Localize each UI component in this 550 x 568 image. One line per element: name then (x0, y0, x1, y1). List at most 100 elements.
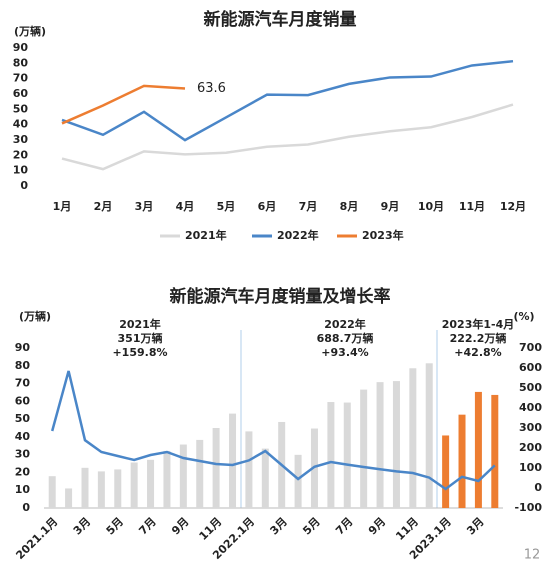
bar (212, 428, 220, 508)
legend-label: 2022年 (277, 228, 319, 242)
y-tick-label: 80 (15, 359, 31, 372)
bar (425, 363, 433, 508)
x-tick-label: 11月 (393, 515, 421, 543)
bar (163, 450, 171, 508)
data-label: 63.6 (197, 81, 226, 96)
y-tick-label: 70 (13, 72, 29, 85)
annotation: 2023年1-4月 (442, 317, 515, 331)
chart-title: 新能源汽车月度销量及增长率 (170, 286, 391, 307)
y-tick-label: 80 (13, 56, 29, 69)
x-tick-label: 11月 (459, 200, 485, 213)
y2-tick-label: 200 (519, 441, 542, 454)
bar (229, 413, 237, 508)
y-tick-label: 10 (15, 483, 31, 496)
y-tick-label: 60 (15, 394, 31, 407)
x-tick-label: 5月 (300, 515, 322, 537)
y2-tick-label: 0 (534, 481, 542, 494)
bar (294, 454, 302, 508)
bar (376, 382, 384, 508)
x-tick-label: 9月 (366, 515, 388, 537)
y-axis-label: (万辆) (19, 309, 51, 323)
x-tick-label: 11月 (197, 515, 225, 543)
x-tick-label: 3月 (71, 515, 93, 537)
x-tick-label: 7月 (299, 200, 318, 213)
bar (409, 368, 417, 508)
bar (392, 381, 400, 508)
x-tick-label: 7月 (333, 515, 355, 537)
line (61, 59, 514, 142)
x-tick-label: 8月 (340, 200, 359, 213)
y2-tick-label: 600 (519, 361, 542, 374)
x-tick-label: 3月 (464, 515, 486, 537)
chart-title: 新能源汽车月度销量 (204, 9, 357, 30)
x-tick-label: 9月 (381, 200, 400, 213)
y-axis-label: (万辆) (14, 24, 46, 38)
bar (147, 459, 155, 508)
bar (261, 448, 269, 508)
bar (458, 414, 466, 508)
bar (114, 469, 122, 508)
bar (474, 391, 482, 508)
annotation: 351万辆 (118, 331, 163, 345)
page-number: 12 (524, 548, 541, 563)
y2-tick-label: 100 (519, 461, 542, 474)
line (61, 84, 186, 125)
y2-tick-label: 500 (519, 381, 542, 394)
x-tick-label: 4月 (176, 200, 195, 213)
x-tick-label: 9月 (169, 515, 191, 537)
y2-tick-label: -100 (514, 501, 542, 514)
annotation: 222.2万辆 (450, 331, 507, 345)
annotation: +93.4% (321, 346, 368, 359)
line (61, 103, 514, 171)
x-tick-label: 6月 (258, 200, 277, 213)
y-tick-label: 90 (13, 41, 29, 54)
bar (179, 444, 187, 508)
y-tick-label: 0 (20, 179, 28, 192)
y-tick-label: 60 (13, 87, 29, 100)
y2-tick-label: 300 (519, 421, 542, 434)
x-tick-label: 2021.1月 (13, 515, 60, 562)
x-tick-label: 3月 (135, 200, 154, 213)
bar (327, 402, 335, 508)
bar (442, 435, 450, 508)
y-tick-label: 0 (22, 501, 30, 514)
bar (491, 394, 499, 508)
bar (196, 439, 204, 508)
y2-tick-label: 400 (519, 401, 542, 414)
legend-label: 2021年 (185, 228, 227, 242)
annotation: 688.7万辆 (317, 331, 374, 345)
bar (81, 467, 89, 508)
bar (360, 389, 368, 508)
annotation: 2022年 (324, 317, 366, 331)
y-tick-label: 70 (15, 377, 31, 390)
x-tick-label: 12月 (500, 200, 526, 213)
y-tick-label: 20 (15, 465, 31, 478)
line (50, 370, 496, 491)
y2-tick-label: 700 (519, 341, 542, 354)
y-tick-label: 40 (15, 430, 31, 443)
y2-axis-label: (%) (513, 310, 534, 323)
x-tick-label: 5月 (217, 200, 236, 213)
y-tick-label: 50 (15, 412, 31, 425)
bar (48, 476, 56, 508)
x-tick-label: 7月 (136, 515, 158, 537)
bar (65, 488, 73, 508)
y-tick-label: 40 (13, 118, 29, 131)
y-tick-label: 50 (13, 102, 29, 115)
y-tick-label: 90 (15, 341, 31, 354)
x-tick-label: 1月 (53, 200, 72, 213)
bar (130, 462, 138, 508)
bar (343, 402, 351, 508)
y-tick-label: 30 (13, 133, 29, 146)
x-tick-label: 10月 (418, 200, 444, 213)
x-tick-label: 5月 (104, 515, 126, 537)
y-tick-label: 10 (13, 164, 29, 177)
bar (97, 471, 105, 508)
bar (245, 431, 253, 508)
annotation: +159.8% (112, 346, 167, 359)
annotation: 2021年 (119, 317, 161, 331)
y-tick-label: 20 (13, 148, 29, 161)
x-tick-label: 3月 (268, 515, 290, 537)
annotation: +42.8% (454, 346, 501, 359)
